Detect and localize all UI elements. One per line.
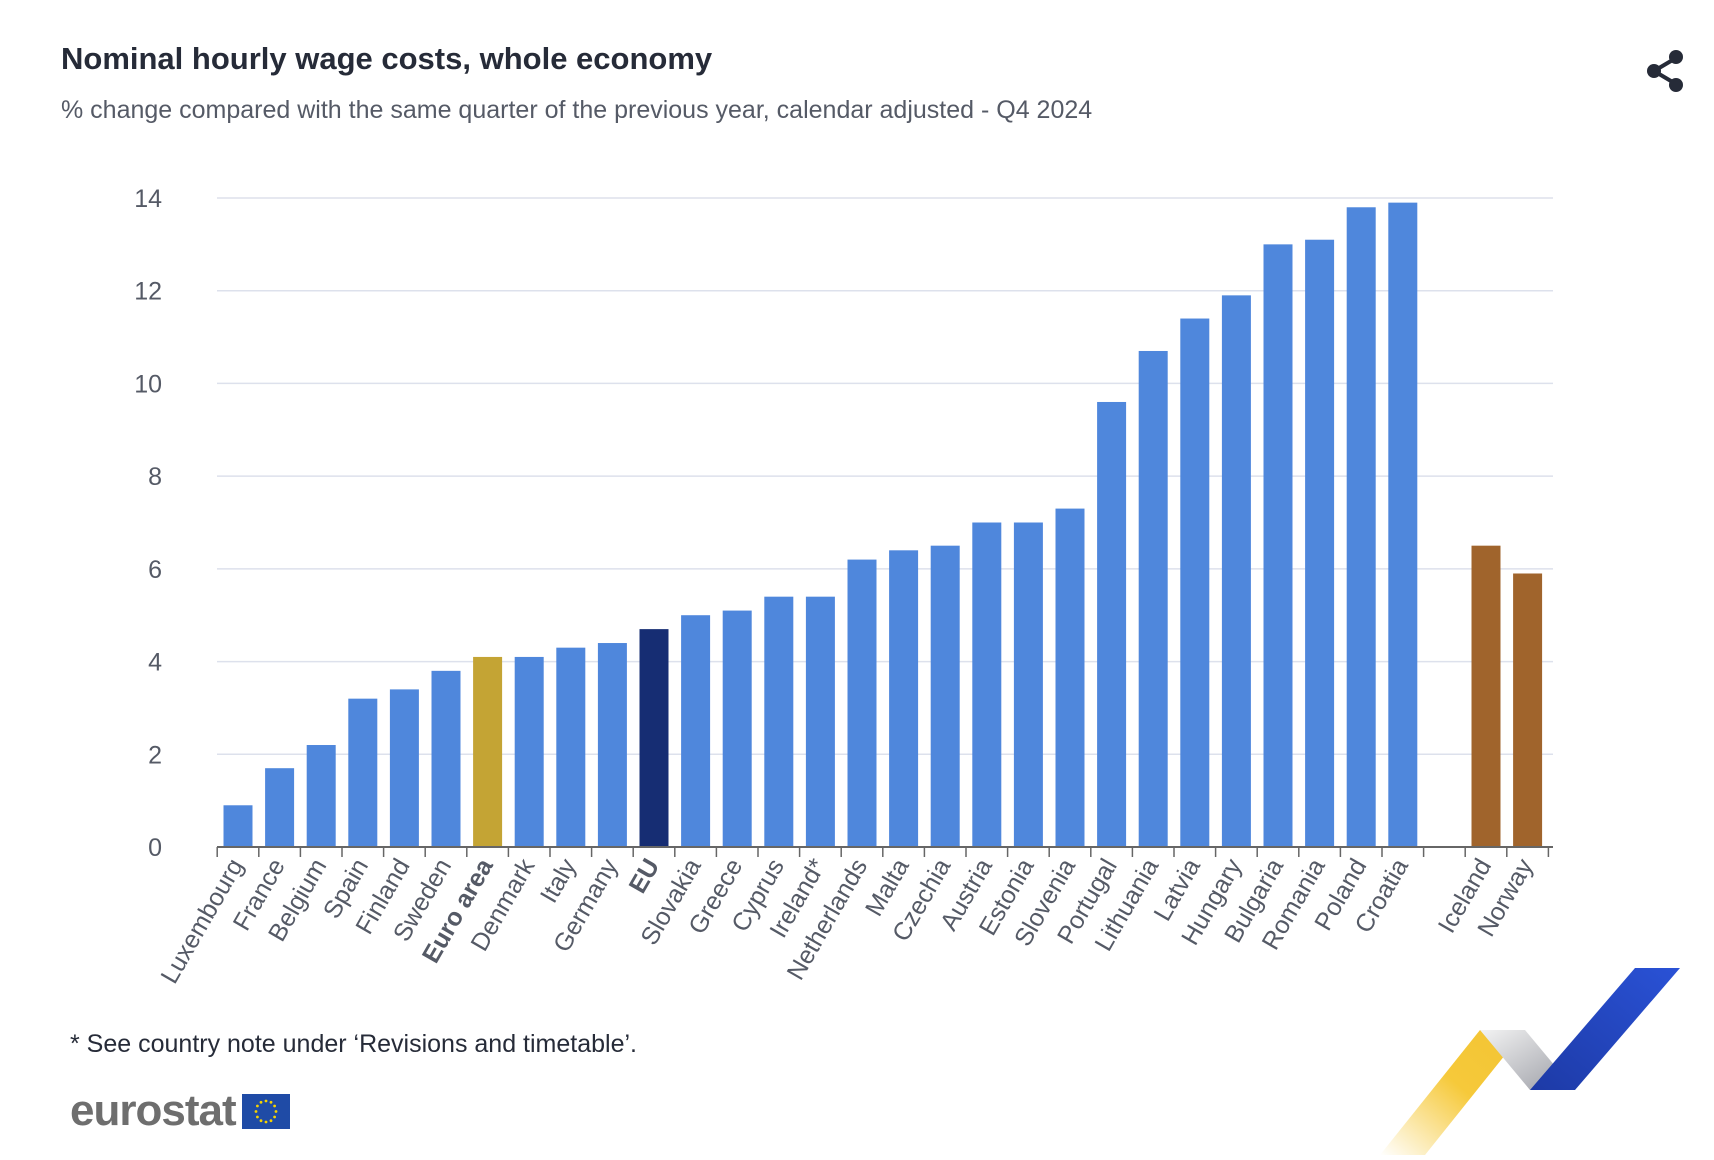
- bar-bulgaria[interactable]: [1263, 244, 1293, 847]
- y-axis-ticks: 0 2 4 6 8 10 12 14: [134, 185, 162, 862]
- y-tick-label: 14: [134, 185, 162, 213]
- bar-denmark[interactable]: [514, 656, 544, 847]
- bar-sweden[interactable]: [431, 670, 461, 847]
- footnote: * See country note under ‘Revisions and …: [70, 1030, 637, 1058]
- y-tick-label: 0: [148, 834, 162, 862]
- bar-luxembourg[interactable]: [223, 805, 253, 847]
- bar-austria[interactable]: [972, 522, 1002, 848]
- bar-slovakia[interactable]: [681, 615, 711, 847]
- bar-finland[interactable]: [389, 689, 419, 847]
- bar-eu[interactable]: [639, 629, 669, 847]
- bars: [223, 202, 1543, 848]
- bar-hungary[interactable]: [1221, 295, 1251, 848]
- bar-cyprus[interactable]: [764, 596, 794, 847]
- bar-slovenia[interactable]: [1055, 508, 1085, 847]
- bar-malta[interactable]: [889, 550, 919, 847]
- bar-portugal[interactable]: [1097, 401, 1127, 847]
- y-tick-label: 4: [148, 649, 162, 677]
- chart-subtitle: % change compared with the same quarter …: [61, 96, 1093, 124]
- bar-greece[interactable]: [722, 610, 752, 847]
- bar-germany[interactable]: [597, 643, 627, 847]
- bar-lithuania[interactable]: [1138, 350, 1168, 847]
- decorative-ribbon: [1380, 968, 1680, 1155]
- logo-text: eurostat: [70, 1086, 237, 1135]
- bar-latvia[interactable]: [1180, 318, 1210, 847]
- y-tick-label: 8: [148, 463, 162, 491]
- y-tick-label: 2: [148, 741, 162, 769]
- y-tick-label: 12: [134, 278, 162, 306]
- x-axis-ticks: LuxembourgFranceBelgiumSpainFinlandSwede…: [155, 853, 1539, 988]
- bar-croatia[interactable]: [1388, 202, 1418, 847]
- bar-italy[interactable]: [556, 647, 586, 847]
- share-icon[interactable]: [1640, 46, 1690, 96]
- chart-title: Nominal hourly wage costs, whole economy: [61, 41, 713, 76]
- eu-flag-icon: [241, 1093, 290, 1129]
- bar-france[interactable]: [265, 768, 295, 847]
- x-axis: [216, 846, 1553, 857]
- bar-czechia[interactable]: [930, 545, 960, 847]
- bar-norway[interactable]: [1513, 573, 1543, 847]
- x-tick-label: EU: [624, 854, 666, 898]
- bar-iceland[interactable]: [1471, 545, 1501, 847]
- bar-belgium[interactable]: [306, 745, 336, 847]
- bar-spain[interactable]: [348, 698, 378, 847]
- bar-estonia[interactable]: [1013, 522, 1043, 848]
- bar-chart: 0 2 4 6 8 10 12 14 LuxembourgFranceBelgiumSpain…: [134, 185, 1553, 988]
- bar-netherlands[interactable]: [847, 559, 877, 847]
- eurostat-logo[interactable]: eurostat: [70, 1086, 290, 1136]
- bar-euro-area[interactable]: [473, 656, 503, 847]
- bar-romania[interactable]: [1305, 239, 1335, 847]
- bar-poland[interactable]: [1346, 207, 1376, 847]
- y-tick-label: 6: [148, 556, 162, 584]
- y-tick-label: 10: [134, 370, 162, 398]
- bar-ireland[interactable]: [805, 596, 835, 847]
